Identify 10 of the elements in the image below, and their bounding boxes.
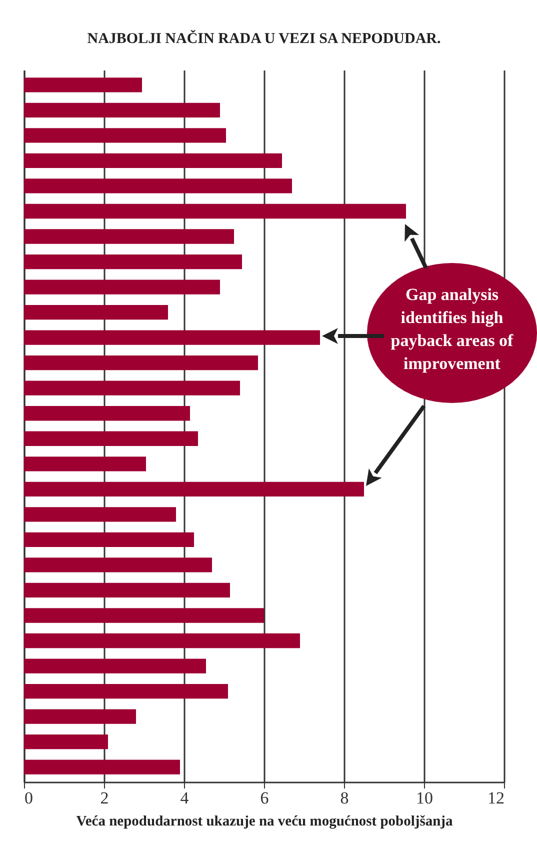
chart-title: NAJBOLJI NAČIN RADA U VEZI SA NEPODUDAR.	[87, 29, 441, 47]
x-tick-label: 6	[260, 788, 269, 808]
x-tick-label: 2	[100, 788, 109, 808]
annotation: Gap analysis identifies high payback areas of improvement	[390, 284, 514, 375]
x-tick-label: 0	[24, 788, 33, 808]
x-tick-label: 10	[416, 788, 433, 808]
x-tick-label: 4	[180, 788, 190, 808]
x-tick-label: 12	[488, 788, 504, 808]
x-tick-label: 8	[340, 788, 349, 808]
x-axis-title: Veća nepodudarnost ukazuje na veću mogućnost poboljšanja	[76, 814, 454, 830]
